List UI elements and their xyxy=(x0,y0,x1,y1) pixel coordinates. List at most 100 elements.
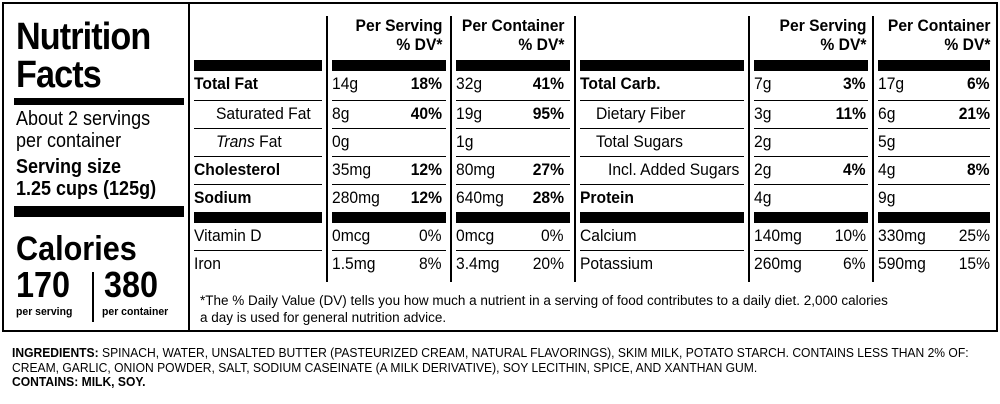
nutrition-facts-title: Nutrition Facts xyxy=(16,16,151,96)
row-divider xyxy=(754,156,868,157)
nutrition-facts-panel: Nutrition Facts About 2 servings per con… xyxy=(2,2,998,332)
serving-amount: 0g xyxy=(332,132,350,151)
serving-daily-value: 18% xyxy=(410,74,442,93)
col-sep-5 xyxy=(872,16,874,282)
serving-amount: 4g xyxy=(754,188,772,207)
row-divider xyxy=(580,184,744,185)
row-divider xyxy=(580,250,744,251)
calories-separator xyxy=(92,272,94,322)
row-divider xyxy=(878,184,990,185)
container-daily-value: 41% xyxy=(532,74,564,93)
nutrient-name-italic: Trans xyxy=(216,132,255,151)
thick-bar xyxy=(580,212,744,223)
serving-amount: 14g xyxy=(332,74,359,93)
serving-daily-value: 40% xyxy=(410,104,442,123)
ingredients-line-1: SPINACH, WATER, UNSALTED BUTTER (PASTEUR… xyxy=(98,345,969,360)
col-sep-2 xyxy=(450,16,452,282)
serving-daily-value: 3% xyxy=(843,74,866,93)
thick-bar xyxy=(754,60,868,71)
row-divider xyxy=(456,128,570,129)
ingredients-statement: INGREDIENTS: SPINACH, WATER, UNSALTED BU… xyxy=(12,345,969,390)
row-divider xyxy=(754,128,868,129)
container-amount: 5g xyxy=(878,132,896,151)
row-divider xyxy=(754,250,868,251)
thick-bar xyxy=(580,60,744,71)
row-divider xyxy=(194,128,322,129)
container-amount: 1g xyxy=(456,132,474,151)
header-per-serving-left: Per Serving % DV* xyxy=(355,16,442,54)
container-amount: 17g xyxy=(878,74,905,93)
serving-amount: 35mg xyxy=(332,160,372,179)
thick-bar xyxy=(194,60,322,71)
serving-amount: 3g xyxy=(754,104,772,123)
row-divider xyxy=(456,156,570,157)
container-amount: 590mg xyxy=(878,254,926,273)
container-daily-value: 6% xyxy=(967,74,990,93)
calories-per-container-label: per container xyxy=(102,306,169,318)
container-daily-value: 27% xyxy=(532,160,564,179)
nutrient-name: Incl. Added Sugars xyxy=(608,160,740,179)
serving-daily-value: 8% xyxy=(419,254,442,273)
serving-daily-value: 10% xyxy=(834,226,866,245)
thick-bar xyxy=(332,212,446,223)
ingredients-line-2: CREAM, GARLIC, ONION POWDER, SALT, SODIU… xyxy=(12,359,758,375)
container-daily-value: 25% xyxy=(958,226,990,245)
row-divider xyxy=(878,250,990,251)
row-divider xyxy=(194,100,322,101)
row-divider xyxy=(878,128,990,129)
nutrient-name: Dietary Fiber xyxy=(596,104,686,123)
serving-amount: 8g xyxy=(332,104,350,123)
row-divider xyxy=(456,250,570,251)
nutrient-name: Total Fat xyxy=(194,74,259,93)
row-divider xyxy=(754,100,868,101)
container-amount: 640mg xyxy=(456,188,504,207)
container-amount: 330mg xyxy=(878,226,926,245)
serving-size: Serving size 1.25 cups (125g) xyxy=(16,156,157,200)
calories-per-serving: 170 xyxy=(16,264,71,305)
nutrient-name: Total Sugars xyxy=(596,132,683,151)
serving-amount: 2g xyxy=(754,132,772,151)
row-divider xyxy=(194,156,322,157)
col-sep-1 xyxy=(326,16,328,282)
container-daily-value: 15% xyxy=(958,254,990,273)
row-divider xyxy=(580,156,744,157)
serving-daily-value: 6% xyxy=(843,254,866,273)
container-amount: 32g xyxy=(456,74,483,93)
row-divider xyxy=(332,250,446,251)
container-amount: 4g xyxy=(878,160,896,179)
header-per-serving-right: Per Serving % DV* xyxy=(779,16,866,54)
container-amount: 9g xyxy=(878,188,896,207)
row-divider xyxy=(332,156,446,157)
container-amount: 6g xyxy=(878,104,896,123)
header-per-container-left: Per Container % DV* xyxy=(461,16,564,54)
nutrient-name: Vitamin D xyxy=(194,226,262,245)
nutrient-name: Calcium xyxy=(580,226,637,245)
row-divider xyxy=(878,156,990,157)
thick-bar xyxy=(332,60,446,71)
nutrient-name: Total Carb. xyxy=(580,74,661,93)
container-daily-value: 20% xyxy=(532,254,564,273)
header-per-container-right: Per Container % DV* xyxy=(887,16,990,54)
contains-statement: CONTAINS: MILK, SOY. xyxy=(12,374,146,389)
calories-label: Calories xyxy=(16,230,137,268)
serving-amount: 260mg xyxy=(754,254,802,273)
row-divider xyxy=(878,100,990,101)
title-divider xyxy=(14,98,184,105)
row-divider xyxy=(194,184,322,185)
row-divider xyxy=(332,128,446,129)
row-divider xyxy=(456,100,570,101)
ingredients-label: INGREDIENTS: xyxy=(12,345,99,360)
thick-bar xyxy=(456,60,570,71)
serving-amount: 7g xyxy=(754,74,772,93)
serving-amount: 140mg xyxy=(754,226,802,245)
nutrient-name: Protein xyxy=(580,188,634,207)
nutrient-name-rest: Fat xyxy=(254,132,282,151)
nutrient-name: Cholesterol xyxy=(194,160,281,179)
nutrient-name: Iron xyxy=(194,254,221,273)
container-daily-value: 8% xyxy=(967,160,990,179)
container-amount: 80mg xyxy=(456,160,496,179)
daily-value-footnote: *The % Daily Value (DV) tells you how mu… xyxy=(200,293,888,325)
left-column-divider xyxy=(188,4,190,330)
serving-size-divider xyxy=(14,206,184,217)
thick-bar xyxy=(194,212,322,223)
